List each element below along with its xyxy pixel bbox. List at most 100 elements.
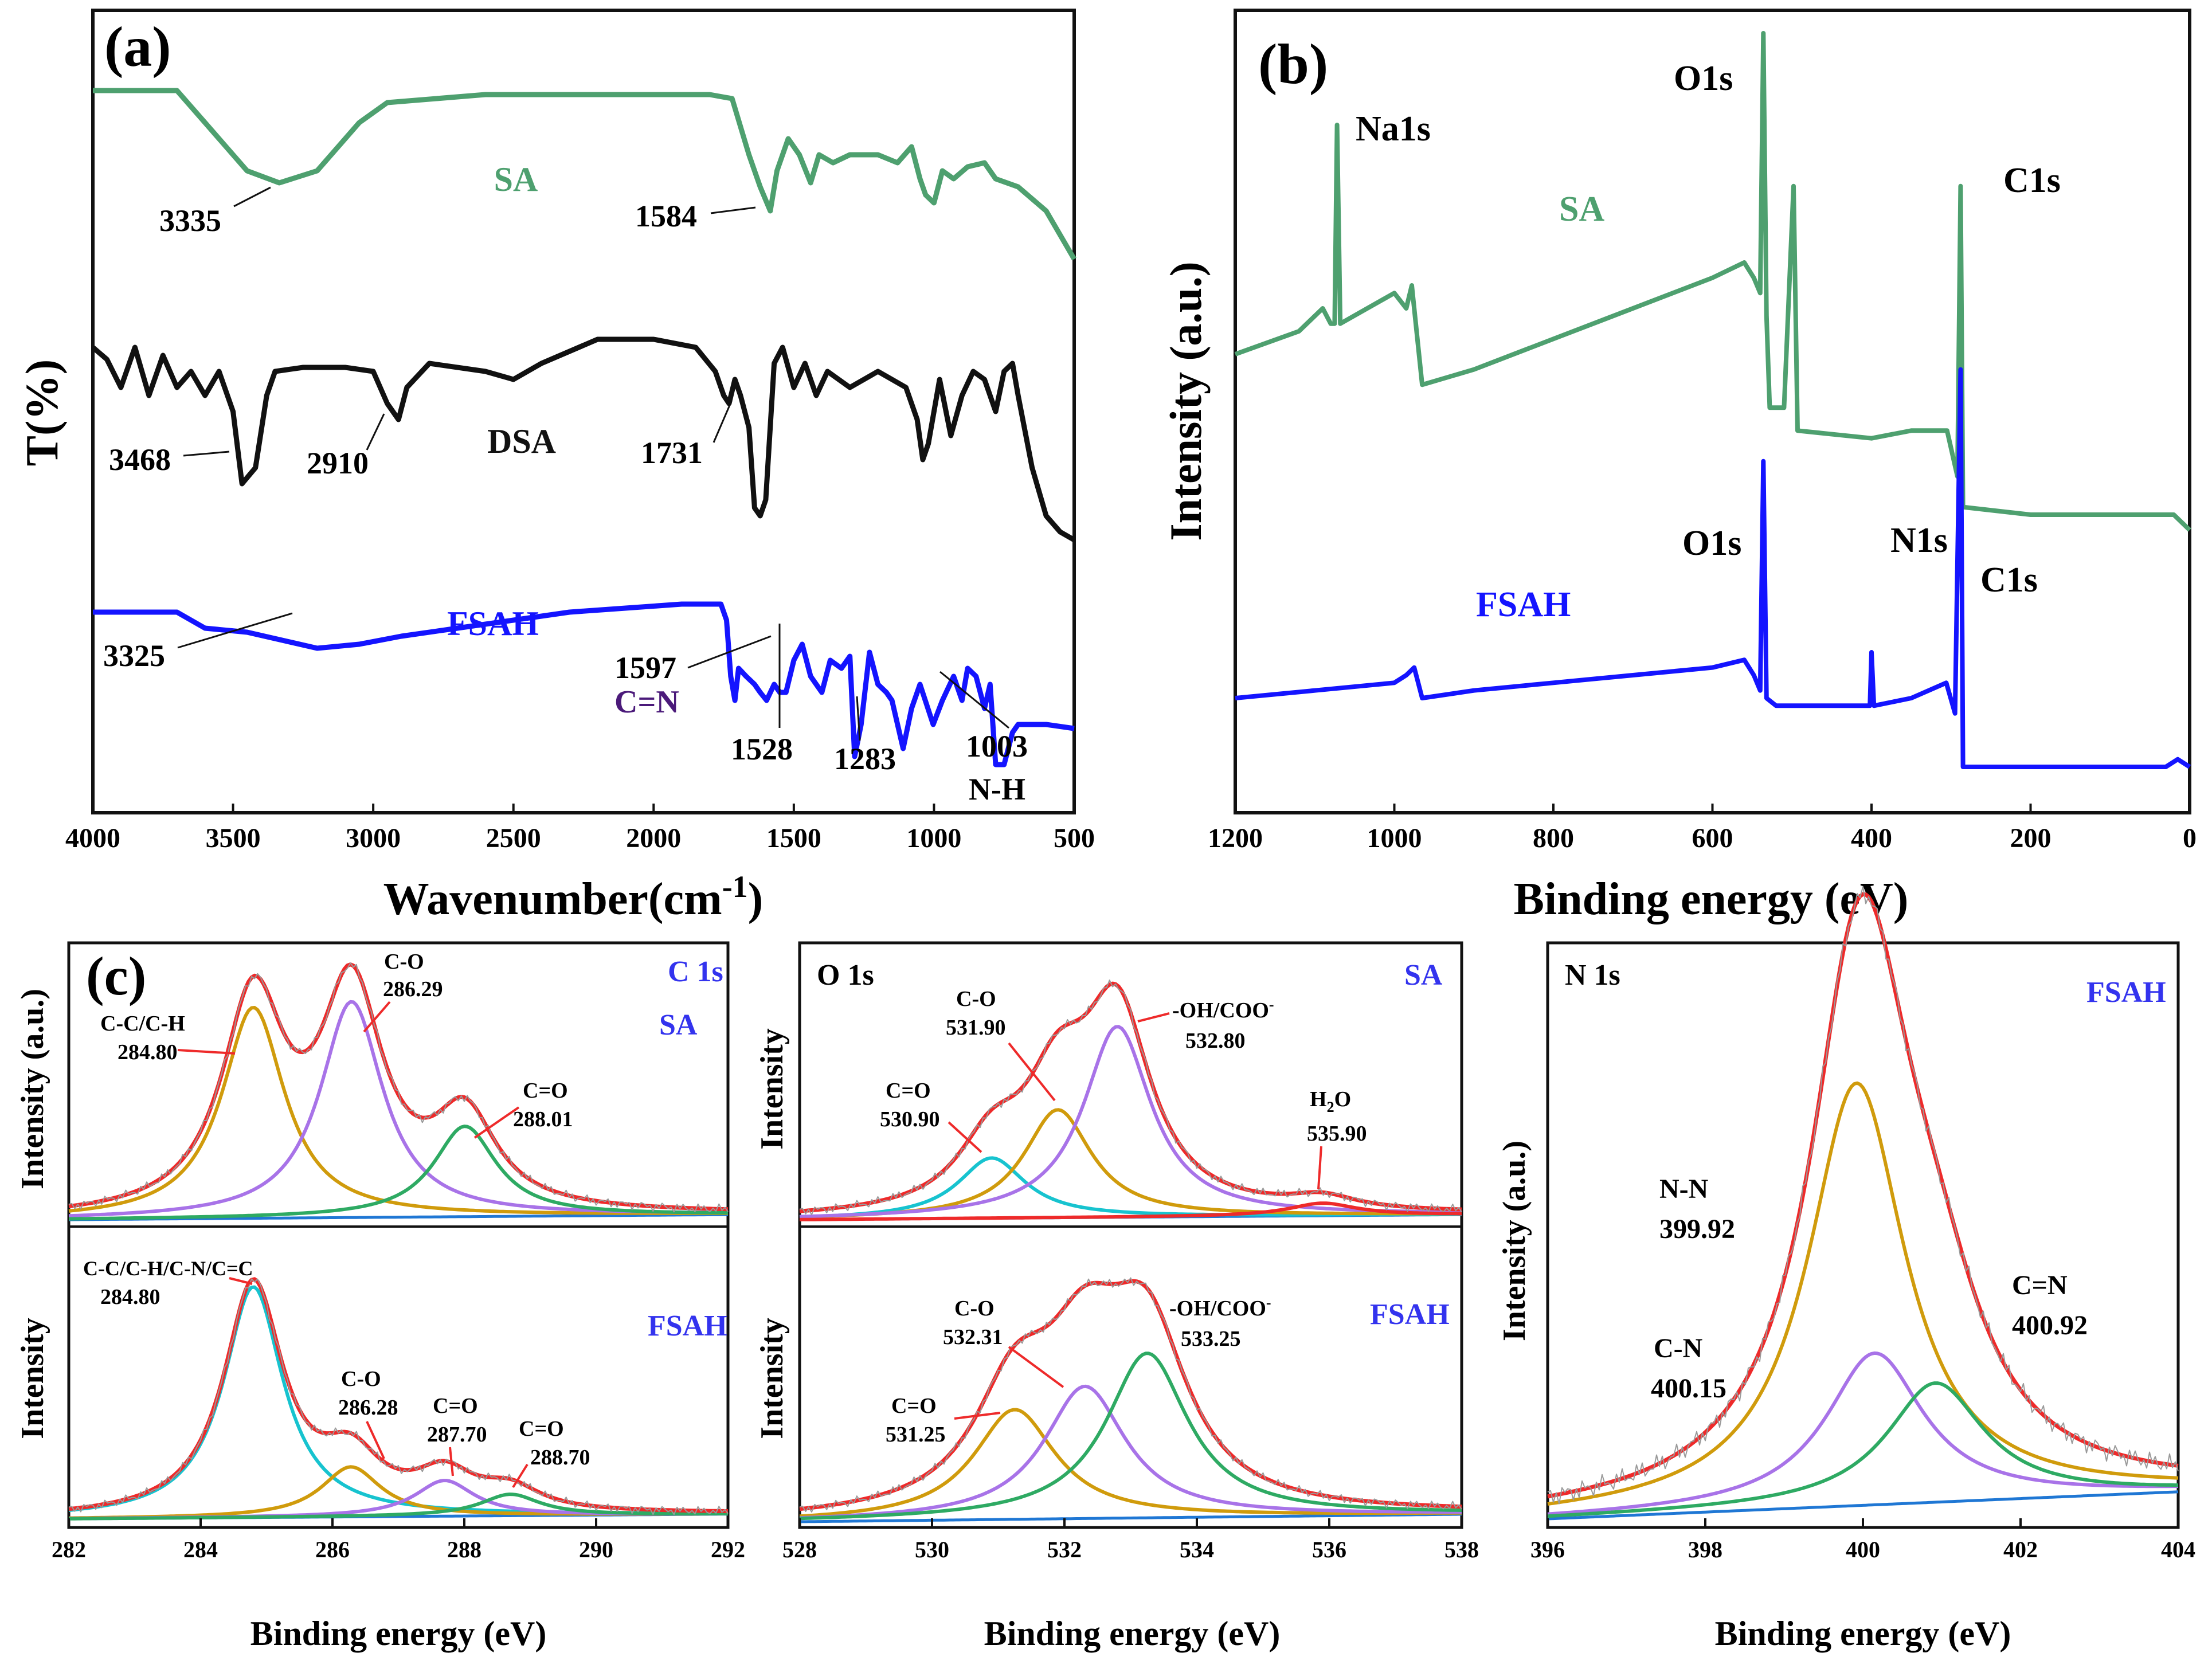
panel-a-ticklabel-500: 500: [1054, 823, 1095, 853]
c1s-label-28870: 288.70: [530, 1446, 590, 1470]
c1s-title: C 1s: [668, 955, 723, 988]
annotation-3335: 3335: [159, 203, 221, 238]
c1s-label-28629: 286.29: [383, 977, 443, 1001]
ftir-line-fsah: [93, 601, 1075, 767]
n1s-fsah-raw-data: [1547, 886, 2179, 1505]
arrow-1584: [710, 206, 756, 214]
series-label-fsah: FSAH: [447, 605, 539, 643]
ftir-line-sa: [93, 88, 1076, 261]
panel-c3-ticklabel-396: 396: [1530, 1537, 1565, 1562]
series-label-sa-b: SA: [1559, 190, 1604, 229]
panel-c3-ticklabel-404: 404: [2161, 1537, 2195, 1562]
o1s-label-ohcoo-fsah: -OH/COO-: [1169, 1294, 1271, 1321]
o1s-label-53231: 532.31: [943, 1325, 1003, 1349]
panel-c2-ticklabel-538: 538: [1444, 1537, 1479, 1562]
arrow-2910: [366, 413, 385, 451]
o1s-arrow-co-fsah: [1008, 1346, 1064, 1388]
panel-b-ticklabel-200: 200: [2010, 823, 2052, 853]
annotation-cn: C=N: [614, 684, 679, 720]
o1s-title: O 1s: [817, 959, 874, 992]
panel-b-ticks: 1200 1000 800 600 400 200 0: [1208, 804, 2197, 853]
o1s-label-53090: 530.90: [880, 1107, 940, 1131]
series-label-fsah-b: FSAH: [1476, 585, 1571, 624]
panel-c2-ticklabel-528: 528: [782, 1537, 817, 1562]
c1s-label-28801: 288.01: [513, 1107, 573, 1131]
panel-a-ticklabel-1500: 1500: [766, 823, 821, 853]
peak-label-n1s: N1s: [1890, 521, 1948, 560]
n1s-fsah-component-n-n-0: [1547, 1081, 2179, 1506]
panel-a-ticks: 4000 3500 3000 2500 2000 1500 1000 500: [65, 804, 1095, 853]
c1s-label-co-fsah: C-O: [341, 1367, 381, 1391]
o1s-label-co-fsah: C-O: [954, 1296, 995, 1321]
panel-c3-xlabel: Binding energy (eV): [1715, 1615, 2011, 1652]
arrow-1283: [856, 696, 861, 741]
panel-c2-ticks: 528 530 532 534 536 538: [782, 1518, 1479, 1562]
panel-c-n1s: 396 398 400 402 404 N 1s FSAH Binding energy…: [1497, 886, 2195, 1652]
o1s-sa-raw-data: [799, 980, 1462, 1216]
n1s-fsah-component-c-n-2: [1547, 1381, 2178, 1518]
n1s-fsah-baseline: [1547, 1490, 2179, 1521]
o1s-sa-envelope: [799, 981, 1462, 1213]
panel-c3-ticklabel-402: 402: [2003, 1537, 2038, 1562]
c1s-arrow-cdo: [473, 1106, 520, 1139]
panel-c2-ylabel-bottom: Intensity: [754, 1318, 790, 1439]
panel-c3-series: [1547, 886, 2179, 1521]
annotation-1584: 1584: [635, 199, 697, 233]
panel-c1-ticklabel-286: 286: [315, 1537, 350, 1562]
panel-a-ticklabel-3000: 3000: [346, 823, 401, 853]
c1s-label-c-o-dbl: C=O: [523, 1079, 568, 1103]
c1s-sample-fsah: FSAH: [648, 1310, 727, 1342]
xps-survey-line-fsah: [1235, 367, 2191, 769]
panel-c1-ticklabel-292: 292: [711, 1537, 745, 1562]
c1s-arrow-co: [363, 1001, 391, 1033]
arrow-3468: [183, 451, 230, 457]
o1s-label-53325: 533.25: [1181, 1327, 1241, 1351]
peak-label-c1s-sa: C1s: [2003, 161, 2061, 200]
panel-a-label: (a): [104, 15, 171, 79]
o1s-arrow-cdo-fsah: [954, 1412, 1001, 1420]
o1s-label-53280: 532.80: [1185, 1029, 1246, 1053]
peak-label-na1s: Na1s: [1356, 109, 1431, 148]
o1s-sample-fsah: FSAH: [1370, 1298, 1450, 1331]
panel-c2-frame: [798, 941, 1463, 1529]
peak-label-c1s-fsah: C1s: [1980, 561, 2038, 600]
annotation-1283: 1283: [834, 742, 896, 776]
c1s-arrow-cdo-fsah2: [512, 1463, 528, 1488]
ftir-line-dsa: [91, 336, 1076, 542]
panel-b-ylabel: Intensity (a.u.): [1161, 261, 1211, 541]
n1s-sample-fsah: FSAH: [2086, 976, 2166, 1009]
c1s-sa-component-c-c-c-h-0: [68, 1006, 728, 1215]
panel-a-ticklabel-2000: 2000: [626, 823, 681, 853]
o1s-fsah-component-c-o-1: [799, 1384, 1462, 1520]
series-label-sa: SA: [494, 160, 538, 198]
o1s-label-53125: 531.25: [886, 1423, 946, 1447]
panel-b-xlabel: Binding energy (eV): [1514, 874, 1909, 925]
annotation-1597: 1597: [614, 651, 676, 685]
panel-c2-xlabel: Binding energy (eV): [984, 1615, 1281, 1652]
panel-a-series: [91, 88, 1076, 767]
annotation-3468: 3468: [109, 442, 171, 477]
n1s-fsah-envelope: [1547, 892, 2179, 1499]
o1s-label-53590: 535.90: [1307, 1122, 1367, 1146]
arrow-3335: [233, 186, 271, 207]
panel-b-ticklabel-1000: 1000: [1367, 823, 1422, 853]
annotation-1731: 1731: [641, 436, 703, 470]
panel-c3-ticklabel-398: 398: [1688, 1537, 1722, 1562]
c1s-label-co: C-O: [384, 950, 424, 974]
panel-b-ticklabel-800: 800: [1533, 823, 1574, 853]
panel-b-xps-survey: 1200 1000 800 600 400 200 0 (b) Binding energy…: [1161, 9, 2197, 925]
panel-c1-ylabel-bottom: Intensity: [15, 1318, 50, 1439]
c1s-arrow-cc-fsah: [229, 1277, 253, 1285]
c1s-arrow-cdo-fsah1: [449, 1447, 454, 1476]
panel-c2-ticklabel-534: 534: [1180, 1537, 1214, 1562]
arrow-3325: [177, 612, 293, 649]
panel-c3-ylabel: Intensity (a.u.): [1497, 1141, 1532, 1341]
n1s-label-40015: 400.15: [1651, 1373, 1726, 1404]
o1s-fsah-component-c-o-0: [799, 1408, 1462, 1518]
panel-c1-ticks: 282 284 286 288 290 292: [52, 1518, 745, 1562]
c1s-sa-envelope: [68, 962, 729, 1212]
c1s-fsah-envelope: [68, 1277, 729, 1514]
c1s-label-cc: C-C/C-H: [100, 1012, 185, 1036]
o1s-label-53190: 531.90: [946, 1016, 1006, 1040]
o1s-arrow-cdo: [948, 1121, 982, 1153]
